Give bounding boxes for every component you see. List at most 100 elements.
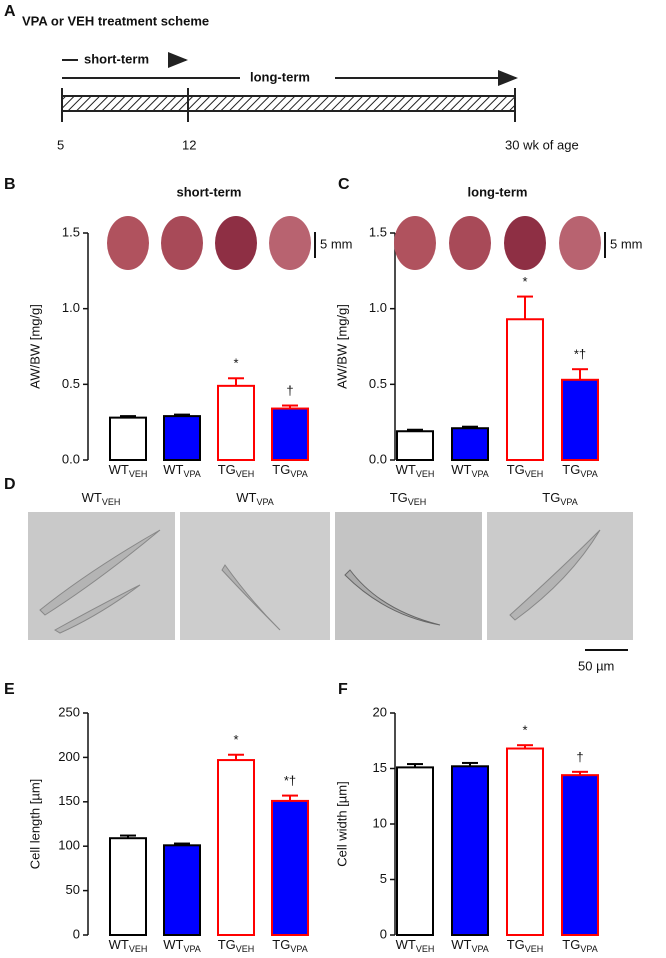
- label-sub: VPA: [256, 497, 273, 507]
- label-main: TG: [562, 937, 580, 952]
- bar: [451, 427, 489, 462]
- timeline: [61, 95, 516, 112]
- label-sub: VEH: [129, 469, 148, 479]
- x-tick-label: WTVPA: [451, 462, 489, 479]
- y-tick-label: 100: [58, 838, 80, 853]
- heart-photo: [269, 216, 311, 270]
- panel-letter: E: [4, 681, 15, 698]
- x-tick-label: WTVPA: [163, 462, 201, 479]
- label-main: TG: [507, 937, 525, 952]
- x-tick-label: WTVPA: [163, 937, 201, 954]
- heart-photo: [559, 216, 601, 270]
- bar: [561, 774, 599, 936]
- heart-photo: [161, 216, 203, 270]
- label-main: WT: [163, 462, 183, 477]
- significance: *: [233, 356, 238, 371]
- cell: [344, 569, 441, 626]
- label-sub: VEH: [525, 469, 544, 479]
- panel-letter: C: [338, 176, 350, 193]
- x-tick-label: TGVPA: [562, 462, 597, 479]
- bar: [396, 766, 434, 937]
- y-tick-label: 0: [73, 926, 80, 941]
- label-sub: VEH: [416, 469, 435, 479]
- label-sub: VEH: [236, 469, 255, 479]
- label-sub: VEH: [416, 944, 435, 954]
- y-tick-label: 50: [66, 882, 80, 897]
- y-axis-label: Cell length [µm]: [27, 779, 42, 870]
- x-tick-label: WTVEH: [109, 937, 148, 954]
- label-sub: VPA: [183, 469, 200, 479]
- bar: [506, 318, 544, 462]
- scheme-title: VPA or VEH treatment scheme: [22, 13, 209, 28]
- label-sub: VPA: [471, 469, 488, 479]
- label-sub: VPA: [290, 944, 307, 954]
- label-sub: VEH: [525, 944, 544, 954]
- x-tick-label: TGVPA: [562, 937, 597, 954]
- label-sub: VPA: [290, 469, 307, 479]
- y-tick-label: 10: [373, 815, 387, 830]
- bar: [217, 384, 255, 462]
- bar: [109, 416, 147, 462]
- bar: [109, 837, 147, 937]
- bar: [271, 407, 309, 461]
- y-axis-label: Cell width [µm]: [334, 781, 349, 867]
- micrograph-label: WTVPA: [236, 490, 274, 507]
- label-sub: VPA: [471, 944, 488, 954]
- bar: [217, 759, 255, 937]
- label-main: WT: [82, 490, 102, 505]
- micrograph-label: WTVEH: [82, 490, 121, 507]
- significance: *: [522, 723, 527, 738]
- y-tick-label: 0.0: [369, 451, 387, 466]
- y-tick-label: 1.0: [62, 300, 80, 315]
- chart-title: short-term: [176, 184, 241, 199]
- x-tick-label: TGVEH: [218, 937, 255, 954]
- heart-photo: [215, 216, 257, 270]
- panel-letter: B: [4, 176, 16, 193]
- label-sub: VEH: [408, 497, 427, 507]
- scale-bar-label: 5 mm: [320, 236, 353, 251]
- timeline-label: 30 wk of age: [505, 137, 579, 152]
- y-tick-label: 200: [58, 749, 80, 764]
- y-tick-label: 150: [58, 793, 80, 808]
- y-tick-label: 0.5: [62, 376, 80, 391]
- y-axis-label: AW/BW [mg/g]: [334, 304, 349, 389]
- significance: *: [233, 732, 238, 747]
- scale-bar-label: 50 µm: [578, 658, 614, 673]
- bar: [163, 415, 201, 462]
- heart-photo: [449, 216, 491, 270]
- label-main: WT: [396, 937, 416, 952]
- x-tick-label: TGVPA: [272, 937, 307, 954]
- cell: [509, 529, 601, 621]
- bar: [451, 765, 489, 937]
- label-sub: VPA: [560, 497, 577, 507]
- label-sub: VEH: [102, 497, 121, 507]
- x-tick-label: TGVEH: [507, 462, 544, 479]
- label-main: WT: [451, 937, 471, 952]
- timeline-label: 5: [57, 137, 64, 152]
- x-tick-label: WTVEH: [109, 462, 148, 479]
- label-sub: VEH: [236, 944, 255, 954]
- y-tick-label: 1.5: [62, 224, 80, 239]
- y-tick-label: 1.0: [369, 300, 387, 315]
- heart-photo: [107, 216, 149, 270]
- label-main: TG: [507, 462, 525, 477]
- panel-letter: A: [4, 3, 16, 20]
- micrograph-label: TGVEH: [390, 490, 427, 507]
- y-tick-label: 5: [380, 871, 387, 886]
- x-tick-label: WTVEH: [396, 937, 435, 954]
- panel-letter: D: [4, 476, 16, 493]
- cell: [39, 529, 161, 634]
- long-label: long-term: [250, 69, 310, 84]
- label-main: WT: [236, 490, 256, 505]
- label-main: WT: [451, 462, 471, 477]
- label-sub: VPA: [580, 469, 597, 479]
- label-sub: VEH: [129, 944, 148, 954]
- y-tick-label: 20: [373, 704, 387, 719]
- label-main: TG: [562, 462, 580, 477]
- label-main: TG: [272, 462, 290, 477]
- x-tick-label: WTVEH: [396, 462, 435, 479]
- label-main: WT: [163, 937, 183, 952]
- bar: [271, 799, 309, 936]
- short-label: short-term: [84, 51, 149, 66]
